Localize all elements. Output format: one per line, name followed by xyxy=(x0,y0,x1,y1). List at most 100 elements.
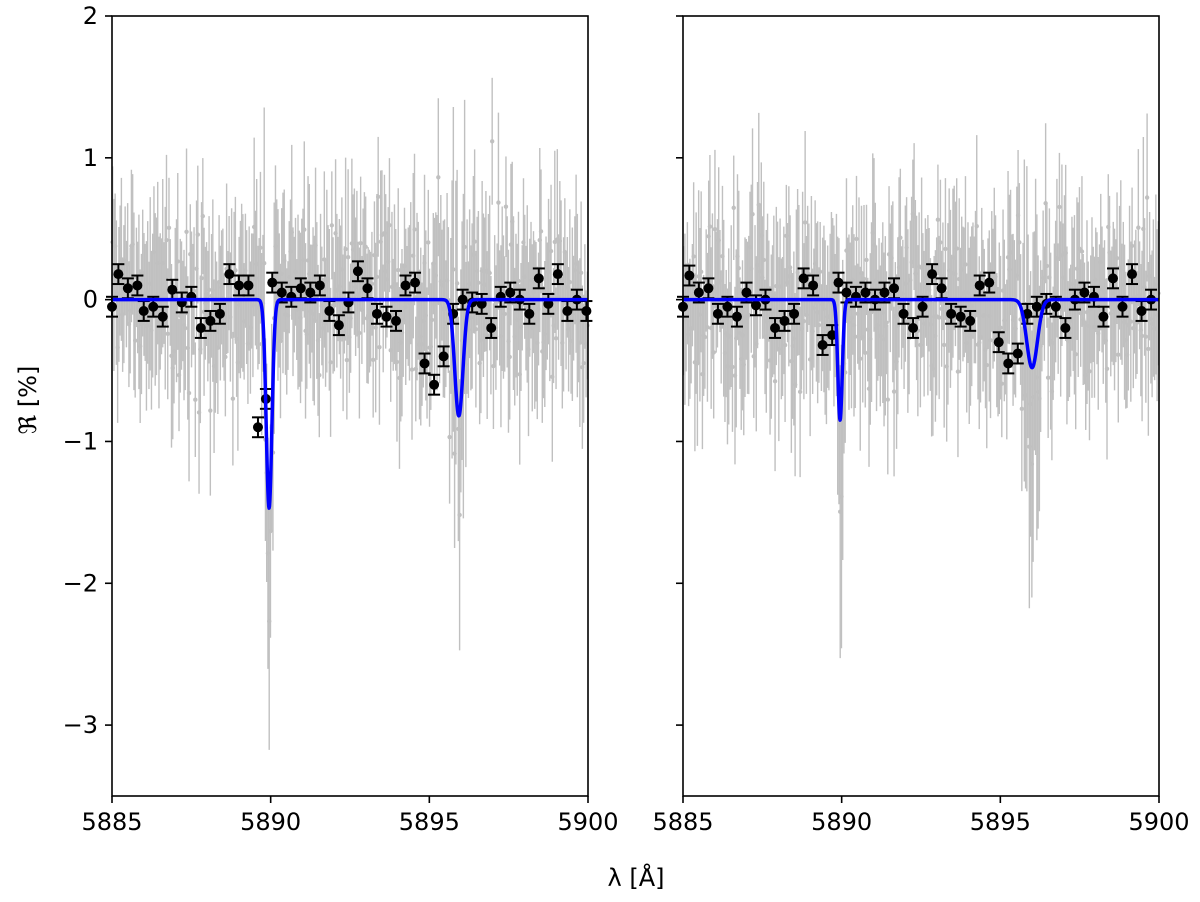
unbinned-point xyxy=(1114,255,1120,261)
unbinned-point xyxy=(761,257,766,263)
unbinned-point xyxy=(954,246,959,251)
unbinned-point xyxy=(787,265,793,270)
unbinned-point xyxy=(988,338,993,343)
binned-point xyxy=(132,280,143,291)
unbinned-point xyxy=(206,287,212,292)
y-tick-label: 1 xyxy=(83,144,98,172)
binned-point xyxy=(581,305,592,316)
unbinned-point xyxy=(736,265,741,271)
unbinned-point xyxy=(984,362,989,368)
binned-point xyxy=(314,280,325,291)
binned-point xyxy=(167,284,178,295)
unbinned-point xyxy=(496,200,501,205)
x-tick-label: 5895 xyxy=(399,808,460,836)
x-tick-label: 5885 xyxy=(81,808,142,836)
unbinned-point xyxy=(998,325,1003,330)
binned-point xyxy=(295,283,306,294)
unbinned-point xyxy=(864,257,869,263)
unbinned-point xyxy=(166,225,172,231)
unbinned-point xyxy=(233,268,238,273)
binned-point xyxy=(693,287,704,298)
binned-point xyxy=(712,308,723,319)
binned-point xyxy=(224,269,235,280)
axes-frame xyxy=(111,15,589,797)
unbinned-point xyxy=(454,281,460,286)
unbinned-point xyxy=(730,364,735,370)
unbinned-point xyxy=(1104,366,1110,372)
unbinned-point xyxy=(538,229,544,234)
binned-point xyxy=(233,280,244,291)
unbinned-point xyxy=(772,379,778,384)
unbinned-point xyxy=(1143,334,1149,339)
unbinned-point xyxy=(711,350,716,355)
unbinned-point xyxy=(1116,352,1121,357)
binned-point xyxy=(974,280,985,291)
binned-point xyxy=(410,277,421,288)
binned-point xyxy=(946,308,957,319)
binned-point xyxy=(1003,358,1014,369)
unbinned-point xyxy=(1128,319,1134,324)
binned-point xyxy=(1079,287,1090,298)
unbinned-point xyxy=(1087,369,1092,374)
unbinned-point xyxy=(186,390,192,396)
unbinned-point xyxy=(184,229,189,235)
binned-point xyxy=(1050,301,1061,312)
x-tick-label: 5895 xyxy=(970,808,1031,836)
unbinned-point xyxy=(936,315,942,320)
binned-point xyxy=(927,269,938,280)
binned-point xyxy=(779,315,790,326)
unbinned-point xyxy=(578,270,584,276)
unbinned-point xyxy=(375,194,381,200)
unbinned-point xyxy=(516,278,521,284)
binned-point xyxy=(1117,301,1128,312)
binned-point xyxy=(731,311,742,322)
unbinned-point xyxy=(472,239,477,244)
unbinned-point xyxy=(1057,204,1062,210)
unbinned-point xyxy=(261,261,267,266)
x-tick-label: 5890 xyxy=(811,808,872,836)
x-tick-label: 5900 xyxy=(1128,808,1189,836)
binned-point xyxy=(1136,305,1147,316)
unbinned-point xyxy=(999,381,1004,386)
binned-point xyxy=(391,315,402,326)
unbinned-point xyxy=(567,279,573,285)
binned-point xyxy=(889,283,900,294)
binned-point xyxy=(898,308,909,319)
unbinned-point xyxy=(863,350,868,356)
unbinned-point xyxy=(801,318,807,324)
binned-point xyxy=(113,269,124,280)
unbinned-point xyxy=(941,342,947,348)
unbinned-point xyxy=(363,244,368,249)
unbinned-point xyxy=(963,262,968,267)
binned-point xyxy=(352,266,363,277)
unbinned-point xyxy=(462,244,467,250)
unbinned-point xyxy=(1019,406,1025,412)
unbinned-point xyxy=(164,237,169,243)
binned-point xyxy=(1012,348,1023,359)
unbinned-point xyxy=(193,397,198,402)
unbinned-point xyxy=(345,254,351,260)
binned-point xyxy=(860,287,871,298)
unbinned-point xyxy=(858,356,863,361)
unbinned-point xyxy=(357,330,362,336)
unbinned-point xyxy=(344,357,350,363)
unbinned-point xyxy=(502,311,507,317)
unbinned-point xyxy=(691,254,696,259)
unbinned-point xyxy=(208,408,213,413)
binned-point xyxy=(243,280,254,291)
unbinned-point xyxy=(175,259,180,264)
unbinned-point xyxy=(891,389,897,394)
binned-point xyxy=(533,273,544,284)
binned-point xyxy=(722,301,733,312)
binned-point xyxy=(457,294,468,305)
binned-point xyxy=(419,358,430,369)
binned-point xyxy=(562,305,573,316)
x-tick-label: 5885 xyxy=(652,808,713,836)
binned-point xyxy=(505,287,516,298)
unbinned-point xyxy=(1017,240,1022,245)
unbinned-point xyxy=(329,223,335,228)
unbinned-point xyxy=(702,334,708,340)
unbinned-point xyxy=(935,217,941,222)
binned-point xyxy=(552,269,563,280)
